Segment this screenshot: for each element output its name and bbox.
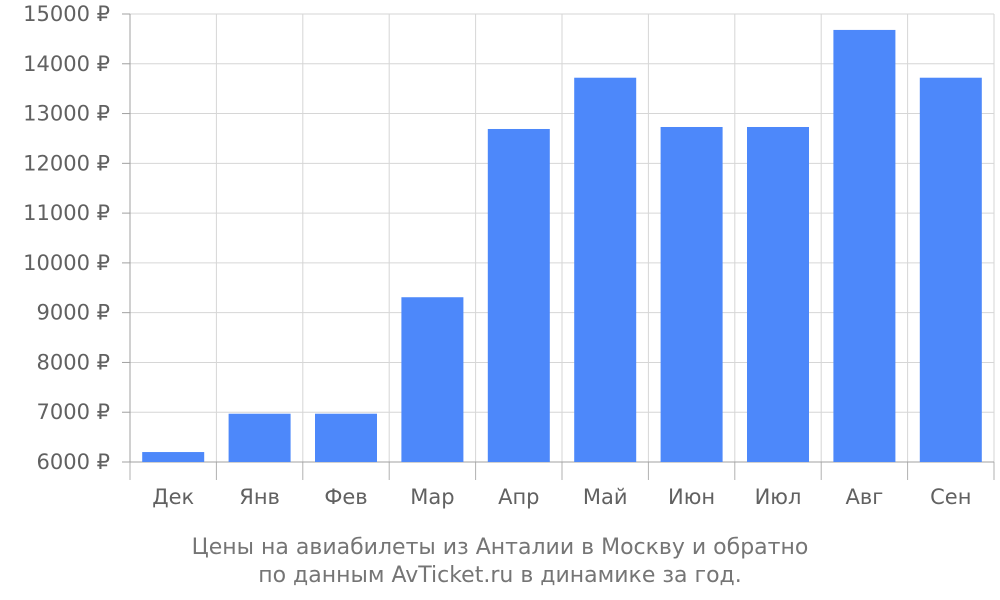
bar-7 xyxy=(747,126,809,463)
bar-6 xyxy=(660,126,723,463)
x-tick-label: Май xyxy=(583,485,628,509)
y-tick-label: 6000 ₽ xyxy=(37,450,110,474)
y-tick-label: 7000 ₽ xyxy=(37,400,110,424)
chart-caption-line-2: по данным AvTicket.ru в динамике за год. xyxy=(258,563,742,588)
y-tick-label: 11000 ₽ xyxy=(23,201,110,225)
x-axis-ticks: Дек Янв Фев Мар Апр Май Июн Июл Авг Сен xyxy=(152,485,971,509)
y-tick-label: 12000 ₽ xyxy=(23,151,110,175)
y-tick-label: 9000 ₽ xyxy=(37,301,110,325)
x-tick-label: Апр xyxy=(498,485,539,509)
x-tick-label: Мар xyxy=(410,485,454,509)
y-tick-label: 8000 ₽ xyxy=(37,350,110,374)
y-tick-label: 13000 ₽ xyxy=(23,102,110,126)
x-tick-label: Дек xyxy=(152,485,194,509)
y-tick-label: 10000 ₽ xyxy=(23,251,110,275)
bar-2 xyxy=(315,413,377,462)
bar-1 xyxy=(228,413,291,462)
x-tick-label: Авг xyxy=(846,485,884,509)
x-tick-label: Янв xyxy=(239,485,280,509)
x-tick-label: Сен xyxy=(930,485,971,509)
bar-0 xyxy=(142,452,205,462)
x-tick-label: Фев xyxy=(324,485,367,509)
y-tick-label: 14000 ₽ xyxy=(23,52,110,76)
y-axis-ticks: 6000 ₽ 7000 ₽ 8000 ₽ 9000 ₽ 10000 ₽ 11000 ₽ 12… xyxy=(23,2,110,474)
bar-8 xyxy=(833,29,896,462)
bars xyxy=(142,29,982,463)
bar-5 xyxy=(574,77,637,463)
bar-3 xyxy=(401,297,464,462)
bar-9 xyxy=(919,77,982,463)
bar-4 xyxy=(487,128,550,462)
y-tick-label: 15000 ₽ xyxy=(23,2,110,26)
x-tick-label: Июн xyxy=(668,485,715,509)
chart-caption-line-1: Цены на авиабилеты из Анталии в Москву и… xyxy=(191,535,809,560)
x-tick-label: Июл xyxy=(755,485,802,509)
